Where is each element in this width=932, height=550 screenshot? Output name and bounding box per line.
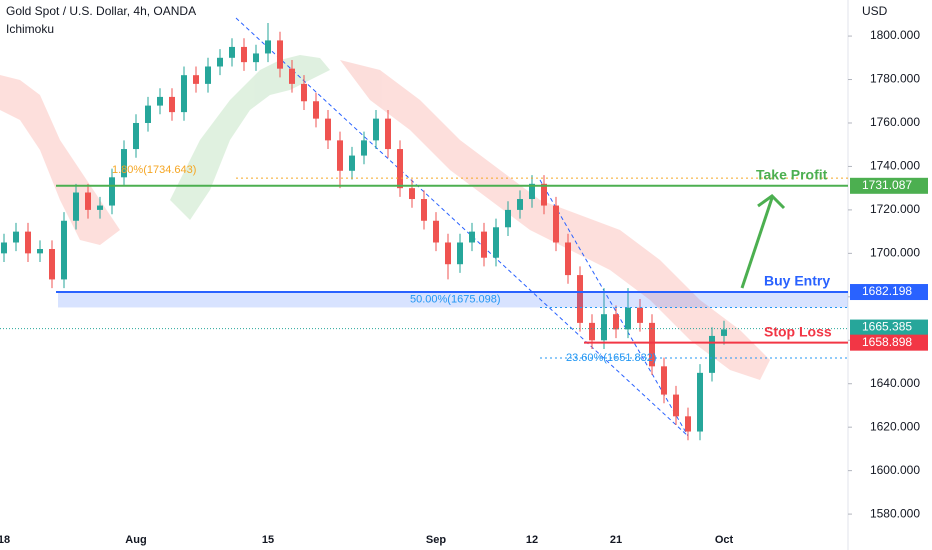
candle-body	[637, 307, 643, 323]
fib-label: 1.80%(1734.643)	[112, 164, 196, 176]
arrow	[740, 197, 774, 289]
candle-body	[433, 220, 439, 243]
candle-body	[457, 242, 463, 265]
candle-body	[325, 118, 331, 141]
candle-body	[601, 314, 607, 341]
y-tick-label: 1800.000	[870, 28, 920, 42]
candle-body	[541, 183, 547, 206]
candle-body	[157, 96, 163, 106]
candle-body	[229, 46, 235, 58]
candle-body	[373, 118, 379, 141]
y-tick-label: 1580.000	[870, 506, 920, 520]
x-tick-label: Oct	[715, 534, 734, 546]
candle-body	[85, 192, 91, 210]
fib-label: 50.00%(1675.098)	[410, 293, 501, 305]
candle-body	[577, 275, 583, 323]
candle-body	[397, 149, 403, 189]
candle-body	[673, 394, 679, 417]
arrow-head	[757, 194, 786, 210]
last-price-label: 1665.385	[862, 320, 912, 334]
candle-body	[313, 101, 319, 119]
y-tick-label: 1620.000	[870, 419, 920, 433]
candle-body	[193, 75, 199, 84]
candle-body	[241, 46, 247, 63]
x-tick-label: 12	[526, 534, 538, 546]
candle-body	[661, 366, 667, 395]
level-name: Stop Loss	[764, 323, 832, 339]
candle-body	[133, 122, 139, 150]
y-axis-label: USD	[862, 4, 888, 18]
x-tick-label: 15	[262, 534, 274, 546]
x-tick-label: 21	[610, 534, 622, 546]
candle-body	[529, 183, 535, 200]
candle-body	[1, 242, 7, 254]
candle-body	[349, 155, 355, 171]
candle-body	[721, 329, 727, 336]
candle-body	[469, 231, 475, 243]
candle-body	[625, 307, 631, 330]
candle-body	[25, 231, 31, 254]
candle-body	[445, 242, 451, 265]
candle-body	[13, 231, 19, 243]
candle-body	[217, 57, 223, 67]
candle-body	[37, 249, 43, 254]
x-tick-label: 18	[0, 534, 10, 546]
level-badge	[850, 177, 928, 194]
candle-body	[61, 220, 67, 280]
y-tick-label: 1640.000	[870, 376, 920, 390]
candle-body	[49, 249, 55, 280]
candle-body	[553, 205, 559, 243]
y-tick-label: 1740.000	[870, 159, 920, 173]
candle-body	[517, 199, 523, 210]
y-tick-label: 1760.000	[870, 115, 920, 129]
candle-body	[589, 322, 595, 341]
candle-body	[493, 227, 499, 258]
candle-body	[73, 192, 79, 221]
y-tick-label: 1700.000	[870, 246, 920, 260]
x-tick-label: Sep	[426, 534, 446, 546]
candle-body	[109, 177, 115, 206]
candle-body	[697, 372, 703, 432]
candle-body	[277, 40, 283, 69]
indicator-label: Ichimoku	[6, 22, 54, 36]
candle-body	[289, 68, 295, 84]
candle-body	[145, 105, 151, 123]
x-tick-label: Aug	[125, 534, 146, 546]
chart-title: Gold Spot / U.S. Dollar, 4h, OANDA	[6, 4, 196, 18]
candle-body	[409, 188, 415, 200]
level-badge	[850, 334, 928, 351]
candle-body	[97, 205, 103, 210]
level-name: Buy Entry	[764, 273, 830, 289]
entry-zone	[58, 292, 848, 308]
candle-body	[385, 118, 391, 150]
level-name: Take Profit	[756, 167, 828, 183]
candle-body	[421, 199, 427, 221]
candle-body	[301, 83, 307, 102]
level-value: 1731.087	[862, 178, 912, 192]
candle-body	[169, 96, 175, 113]
candle-body	[265, 40, 271, 54]
candle-body	[253, 53, 259, 63]
y-tick-label: 1600.000	[870, 463, 920, 477]
fib-label: 23.60%(1651.832)	[566, 352, 657, 364]
candle-body	[121, 149, 127, 178]
candle-body	[613, 314, 619, 330]
candle-body	[565, 242, 571, 276]
y-tick-label: 1720.000	[870, 202, 920, 216]
level-value: 1658.898	[862, 335, 912, 349]
candle-body	[481, 231, 487, 258]
candle-body	[649, 322, 655, 367]
candle-body	[337, 140, 343, 171]
candle-body	[685, 416, 691, 432]
level-value: 1682.198	[862, 284, 912, 298]
candle-body	[361, 140, 367, 156]
candle-body	[709, 335, 715, 373]
level-badge	[850, 284, 928, 301]
candle-body	[505, 209, 511, 228]
y-tick-label: 1780.000	[870, 72, 920, 86]
candle-body	[181, 75, 187, 113]
candle-body	[205, 66, 211, 84]
